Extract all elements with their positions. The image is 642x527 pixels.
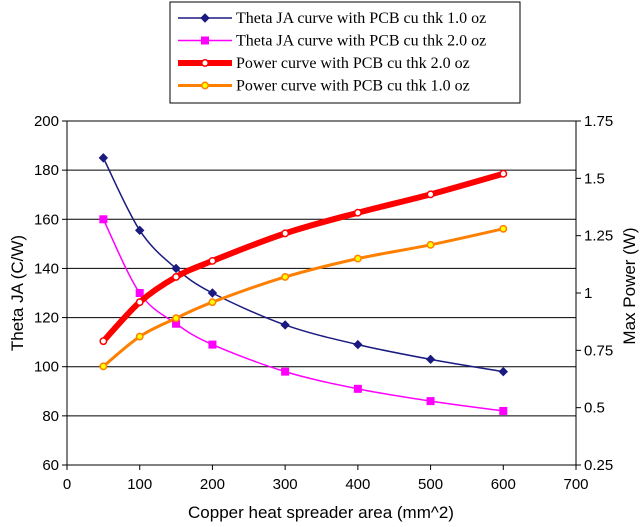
data-point — [135, 298, 144, 307]
data-point — [498, 366, 508, 377]
data-point — [208, 256, 217, 265]
y-left-tick-label: 120 — [34, 310, 59, 327]
data-point — [353, 384, 362, 393]
series-2 — [99, 215, 508, 415]
x-axis-title: Copper heat spreader area (mm^2) — [188, 503, 454, 522]
series-line — [101, 227, 505, 368]
legend-swatch-marker — [201, 81, 209, 90]
legend-label: Power curve with PCB cu thk 2.0 oz — [236, 55, 470, 72]
data-point — [98, 153, 109, 163]
y-right-tick-label: 0.75 — [584, 342, 613, 359]
legend-entry-3: Power curve with PCB cu thk 2.0 oz — [178, 55, 470, 72]
series-4 — [99, 224, 508, 371]
data-point — [135, 332, 144, 341]
data-point — [172, 314, 181, 323]
data-point — [99, 337, 108, 346]
legend-entry-1: Theta JA curve with PCB cu thk 1.0 oz — [178, 10, 486, 27]
legend-swatch-marker — [201, 36, 209, 45]
legend-entry-2: Theta JA curve with PCB cu thk 2.0 oz — [178, 33, 486, 50]
y-left-tick-label: 180 — [34, 162, 59, 179]
data-point — [208, 298, 217, 307]
x-tick-label: 0 — [63, 476, 71, 493]
data-point — [426, 397, 435, 406]
data-point — [281, 272, 290, 281]
y-left-tick-label: 200 — [34, 113, 59, 130]
data-point — [135, 225, 145, 236]
series-3 — [99, 169, 508, 346]
y-left-tick-label: 100 — [34, 359, 59, 376]
data-point — [353, 339, 363, 350]
y-right-tick-label: 1 — [584, 285, 592, 302]
data-point — [425, 354, 436, 365]
y-left-tick-label: 60 — [42, 457, 59, 474]
data-point — [99, 215, 108, 224]
x-tick-label: 500 — [418, 476, 443, 493]
data-point — [171, 263, 181, 274]
legend-label: Theta JA curve with PCB cu thk 1.0 oz — [236, 10, 486, 27]
y-right-tick-label: 1.25 — [584, 228, 613, 245]
y-left-tick-label: 80 — [42, 408, 59, 425]
series-layer — [98, 153, 508, 415]
x-tick-label: 200 — [200, 476, 225, 493]
y-right-tick-label: 0.25 — [584, 457, 613, 474]
data-point — [499, 224, 508, 233]
x-tick-label: 100 — [127, 476, 152, 493]
y-axis-right-title: Max Power (W) — [620, 227, 639, 344]
data-point — [281, 367, 290, 376]
y-left-tick-label: 160 — [34, 211, 59, 228]
data-point — [281, 229, 290, 238]
legend-label: Power curve with PCB cu thk 1.0 oz — [236, 78, 470, 95]
y-right-tick-label: 0.5 — [584, 400, 605, 417]
data-point — [426, 190, 435, 199]
data-point — [172, 272, 181, 281]
data-point — [280, 320, 290, 330]
series-line — [102, 218, 505, 412]
axes-layer: 0 100 200 300 400 500 600 700 60 80 100 120 140 160 18… — [34, 113, 613, 493]
x-tick-label: 300 — [273, 476, 298, 493]
y-axis-left-title: Theta JA (C/W) — [8, 235, 27, 351]
legend: Theta JA curve with PCB cu thk 1.0 oz The… — [169, 1, 521, 104]
y-right-tick-label: 1.75 — [584, 113, 613, 130]
data-point — [499, 406, 508, 415]
legend-swatch-marker — [201, 59, 209, 67]
data-point — [208, 340, 217, 349]
x-tick-label: 700 — [563, 476, 588, 493]
series-1 — [98, 153, 508, 377]
data-point — [353, 254, 362, 263]
x-tick-label: 600 — [491, 476, 516, 493]
data-point — [353, 208, 362, 217]
legend-entry-4: Power curve with PCB cu thk 1.0 oz — [178, 78, 470, 95]
data-point — [135, 289, 144, 297]
y-right-tick-label: 1.5 — [584, 170, 605, 187]
data-point — [426, 240, 435, 249]
data-point — [99, 362, 108, 371]
y-left-tick-label: 140 — [34, 260, 59, 277]
data-point — [207, 288, 218, 298]
x-tick-label: 400 — [345, 476, 370, 493]
data-point — [499, 169, 508, 178]
legend-label: Theta JA curve with PCB cu thk 2.0 oz — [236, 33, 486, 50]
legend-swatch-marker — [200, 13, 210, 23]
